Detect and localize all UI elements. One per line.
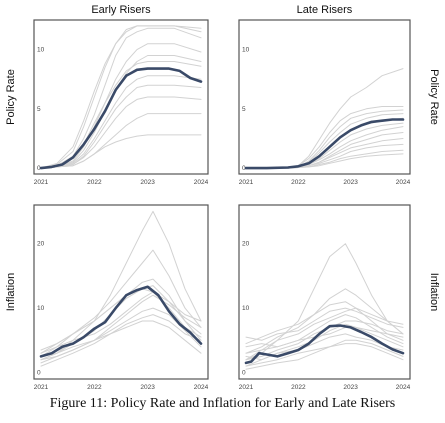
series-line-11 bbox=[40, 25, 202, 169]
x-tick-label: 2022 bbox=[87, 384, 102, 391]
series-line-2 bbox=[245, 288, 404, 354]
y-tick-label: 0 bbox=[37, 165, 41, 172]
series-line-10 bbox=[245, 339, 404, 370]
panel-frame bbox=[238, 204, 411, 380]
series-line-9 bbox=[40, 113, 202, 169]
x-tick-label: 2022 bbox=[87, 179, 102, 186]
series-line-11 bbox=[245, 301, 404, 345]
series-line-average bbox=[244, 118, 405, 170]
series-line-4 bbox=[40, 285, 202, 361]
series-line-5 bbox=[40, 61, 202, 169]
series-line-9 bbox=[245, 307, 404, 354]
x-tick-label: 2024 bbox=[194, 384, 209, 391]
series-line-2 bbox=[40, 27, 202, 169]
panel-1: Early Risers Policy Rate 0 5 10 2021 2022 2023 2… bbox=[5, 4, 209, 186]
panel-4: Inflation 0 10 20 2021 2022 2023 2024 bbox=[238, 204, 440, 391]
panel-title: Early Risers bbox=[91, 4, 151, 16]
panel-frame bbox=[33, 19, 209, 175]
x-tick-label: 2021 bbox=[239, 384, 254, 391]
x-tick-label: 2024 bbox=[396, 179, 411, 186]
series-line-2 bbox=[40, 249, 202, 357]
series-line-average bbox=[244, 324, 405, 365]
figure-caption: Figure 11: Policy Rate and Inflation for… bbox=[49, 396, 396, 411]
x-tick-label: 2023 bbox=[140, 384, 155, 391]
series-line-4 bbox=[245, 314, 404, 361]
panel-2: Late Risers Policy Rate 0 5 10 2021 2022 2023 20… bbox=[238, 4, 440, 186]
x-tick-label: 2023 bbox=[343, 179, 358, 186]
series-line-6 bbox=[40, 291, 202, 354]
series-line-7 bbox=[40, 307, 202, 361]
y-axis-label: Inflation bbox=[428, 273, 440, 312]
y-tick-label: 10 bbox=[242, 47, 250, 54]
y-tick-label: 5 bbox=[242, 106, 246, 113]
y-tick-label: 20 bbox=[37, 241, 45, 248]
series-line-6 bbox=[245, 326, 404, 348]
x-tick-label: 2022 bbox=[291, 384, 306, 391]
x-tick-label: 2021 bbox=[34, 384, 49, 391]
y-tick-label: 0 bbox=[242, 370, 246, 377]
x-tick-label: 2021 bbox=[239, 179, 254, 186]
x-tick-label: 2021 bbox=[34, 179, 49, 186]
x-tick-label: 2023 bbox=[140, 179, 155, 186]
series-line-3 bbox=[245, 307, 404, 341]
y-tick-label: 10 bbox=[37, 305, 45, 312]
y-axis-label: Policy Rate bbox=[5, 69, 17, 125]
series-line-10 bbox=[40, 134, 202, 169]
y-tick-label: 20 bbox=[242, 241, 250, 248]
series-line-8 bbox=[40, 314, 202, 367]
x-tick-label: 2024 bbox=[194, 179, 209, 186]
y-tick-label: 5 bbox=[37, 106, 41, 113]
panel-frame bbox=[238, 19, 411, 175]
series-line-9 bbox=[40, 320, 202, 357]
series-line-average bbox=[39, 67, 203, 170]
x-tick-label: 2023 bbox=[343, 384, 358, 391]
y-tick-label: 10 bbox=[37, 47, 45, 54]
y-tick-label: 0 bbox=[242, 165, 246, 172]
series-line-6 bbox=[40, 75, 202, 169]
panel-3: Inflation 0 10 20 2021 2022 2023 2024 bbox=[5, 204, 209, 391]
series-line-8 bbox=[40, 96, 202, 169]
panel-title: Late Risers bbox=[297, 4, 353, 16]
y-tick-label: 10 bbox=[242, 305, 250, 312]
y-axis-label: Policy Rate bbox=[428, 69, 440, 125]
series-line-1 bbox=[40, 210, 202, 361]
panel-frame bbox=[33, 204, 209, 380]
x-tick-label: 2024 bbox=[396, 384, 411, 391]
series-line-3 bbox=[40, 43, 202, 169]
series-line-1 bbox=[245, 243, 404, 361]
y-axis-label: Inflation bbox=[5, 273, 17, 312]
x-tick-label: 2022 bbox=[291, 179, 306, 186]
y-tick-label: 0 bbox=[37, 370, 41, 377]
series-line-12 bbox=[245, 153, 404, 169]
series-line-average bbox=[39, 285, 203, 358]
